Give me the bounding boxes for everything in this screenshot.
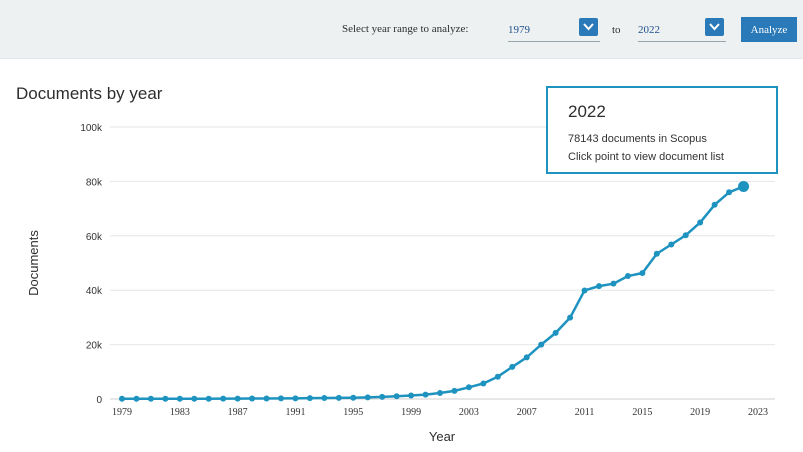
data-point [162, 395, 169, 402]
data-point [494, 373, 501, 380]
data-point [234, 395, 241, 402]
data-point [364, 394, 371, 401]
data-point [422, 391, 429, 398]
data-point [552, 329, 559, 336]
y-tick-label: 0 [96, 395, 102, 406]
tooltip-year: 2022 [568, 102, 606, 121]
data-point [205, 395, 212, 402]
data-point [682, 232, 689, 239]
to-year-dropdown-button[interactable] [705, 18, 724, 36]
year-range-label: Select year range to analyze: [342, 23, 469, 35]
x-tick-label: 1999 [401, 407, 421, 418]
x-tick-label: 2011 [575, 407, 595, 418]
y-tick-label: 20k [86, 341, 103, 352]
to-year-value: 2022 [638, 24, 660, 36]
x-tick-label: 2015 [632, 407, 652, 418]
tooltip: 2022 78143 documents in Scopus Click poi… [546, 86, 778, 174]
tooltip-hint: Click point to view document list [568, 151, 724, 163]
to-label: to [612, 24, 621, 36]
data-point [408, 392, 415, 399]
x-tick-label: 1983 [170, 407, 190, 418]
data-point [350, 394, 357, 401]
chevron-down-icon [583, 23, 594, 31]
data-point [726, 189, 733, 196]
data-point [523, 354, 530, 361]
data-point [567, 314, 574, 321]
data-point [278, 395, 284, 402]
data-point [321, 395, 328, 402]
data-point [119, 395, 125, 402]
data-point [393, 393, 400, 400]
data-point [133, 395, 140, 402]
data-point [653, 250, 660, 257]
data-point [147, 395, 154, 402]
x-tick-label: 2023 [748, 407, 768, 418]
data-point [220, 395, 227, 402]
x-tick-label: 1987 [228, 407, 248, 418]
data-point [639, 270, 646, 277]
data-point [538, 341, 545, 348]
data-point [581, 287, 588, 294]
x-tick-label: 2003 [459, 407, 479, 418]
data-point [191, 395, 198, 402]
highlighted-point [738, 180, 750, 192]
x-tick-label: 1979 [112, 407, 132, 418]
from-year-select[interactable]: 1979 [508, 18, 600, 42]
from-year-dropdown-button[interactable] [579, 18, 598, 36]
data-point [509, 363, 516, 370]
data-point [263, 395, 270, 402]
from-year-underline [508, 41, 600, 42]
y-tick-label: 100k [80, 123, 103, 134]
data-point [465, 384, 472, 391]
chevron-down-icon [709, 23, 720, 31]
data-point [668, 241, 675, 248]
data-point [451, 387, 458, 394]
tooltip-count: 78143 documents in Scopus [568, 133, 707, 145]
to-year-select[interactable]: 2022 [638, 18, 726, 42]
y-tick-label: 80k [86, 177, 103, 188]
data-point [697, 219, 704, 226]
series-line [122, 185, 745, 400]
x-axis-title: Year [429, 429, 456, 444]
controls-bar: Select year range to analyze: 1979 to 20… [0, 0, 803, 59]
analyze-button[interactable]: Analyze [741, 17, 797, 42]
data-point [249, 395, 256, 402]
data-point [624, 273, 631, 280]
y-tick-label: 60k [86, 232, 103, 243]
y-axis-title: Documents [26, 230, 41, 296]
data-point [292, 395, 299, 402]
data-point [176, 395, 183, 402]
data-point [596, 283, 602, 290]
data-point [610, 280, 617, 287]
data-point [711, 201, 718, 208]
data-point [480, 380, 487, 387]
y-tick-label: 40k [86, 286, 103, 297]
data-point [379, 393, 386, 400]
from-year-value: 1979 [508, 24, 530, 36]
data-point [306, 395, 313, 402]
x-tick-label: 1995 [343, 407, 363, 418]
x-tick-label: 1991 [285, 407, 305, 418]
data-point [335, 394, 342, 401]
to-year-underline [638, 41, 726, 42]
x-tick-label: 2007 [517, 407, 537, 418]
x-tick-label: 2019 [690, 407, 710, 418]
chart-title: Documents by year [16, 84, 163, 103]
data-point [437, 390, 443, 397]
